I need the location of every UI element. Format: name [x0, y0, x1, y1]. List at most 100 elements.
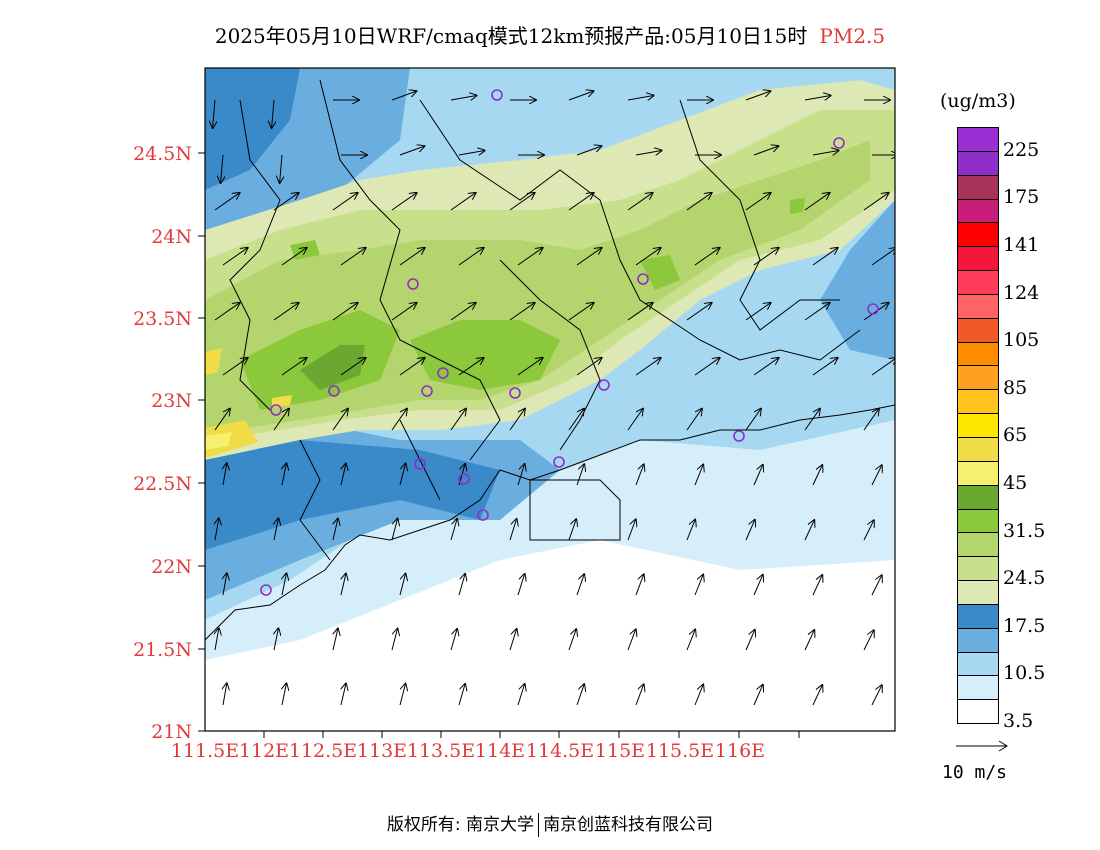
- station-marker: [491, 89, 503, 101]
- wind-arrow: [273, 303, 299, 321]
- wind-arrow: [686, 630, 695, 651]
- legend-label: 31.5: [1003, 519, 1046, 542]
- wind-arrow: [812, 465, 822, 486]
- wind-arrow: [450, 303, 476, 321]
- legend-label: 17.5: [1003, 614, 1046, 637]
- wind-arrow: [458, 574, 465, 596]
- wind-arrow: [804, 409, 820, 431]
- wind-arrow: [871, 575, 882, 596]
- lon-tick-label: 115E: [595, 740, 645, 762]
- lon-tick-label: 114.5E: [526, 740, 594, 762]
- wind-arrow: [391, 193, 417, 211]
- wind-arrow: [627, 409, 643, 431]
- lon-tick-label: 114E: [475, 740, 525, 762]
- wind-arrow: [568, 303, 594, 321]
- legend-swatch: [958, 437, 998, 462]
- wind-arrow: [458, 684, 465, 706]
- wind-arrow: [753, 248, 779, 266]
- wind-arrow: [694, 575, 703, 596]
- wind-arrow: [568, 629, 576, 651]
- wind-arrow: [871, 358, 895, 376]
- wind-arrow: [694, 248, 720, 266]
- wind-arrow: [871, 685, 882, 706]
- legend-swatch: [958, 342, 998, 367]
- wind-arrow: [812, 248, 838, 266]
- lon-tick-label: 115.5E: [646, 740, 714, 762]
- wind-arrow: [213, 99, 215, 128]
- wind-arrow: [627, 629, 636, 651]
- wind-arrow: [332, 409, 348, 431]
- wind-arrow: [215, 518, 219, 541]
- wind-arrow: [627, 96, 654, 101]
- wind-arrow: [341, 684, 346, 706]
- wind-arrow: [804, 193, 830, 211]
- legend-swatch: [958, 581, 998, 605]
- wind-arrow: [399, 574, 406, 596]
- wind-arrow: [745, 409, 761, 431]
- wind-arrow: [863, 409, 879, 431]
- legend-swatch: [958, 366, 998, 391]
- longitude-axis: 111.5E 112E 112.5E 113E 113.5E 114E 114.5E 115E…: [171, 731, 800, 762]
- wind-arrow: [509, 519, 517, 541]
- color-legend: [957, 127, 999, 724]
- wind-arrow: [576, 358, 602, 376]
- wind-arrow: [576, 146, 601, 156]
- station-marker: [867, 303, 879, 315]
- wind-arrow: [509, 629, 517, 651]
- legend-swatch: [958, 175, 998, 200]
- lon-tick-label: 113.5E: [407, 740, 475, 762]
- wind-arrow: [627, 519, 636, 541]
- lat-tick-label: 24N: [151, 226, 192, 248]
- legend-label: 3.5: [1003, 710, 1034, 732]
- station-marker: [407, 278, 419, 290]
- legend-swatch: [958, 604, 998, 629]
- wind-arrow: [753, 465, 763, 486]
- legend-swatch: [958, 652, 998, 677]
- legend-label: 45: [1003, 472, 1028, 494]
- wind-arrow: [517, 248, 543, 266]
- wind-arrow: [812, 358, 838, 376]
- wind-arrow: [635, 574, 644, 596]
- wind-arrow: [214, 303, 240, 321]
- legend-swatch: [958, 247, 998, 272]
- lat-tick-label: 22N: [151, 556, 192, 578]
- legend-label: 65: [1003, 424, 1028, 447]
- wind-arrow: [509, 409, 525, 431]
- wind-arrow: [274, 628, 278, 651]
- station-marker: [733, 430, 745, 442]
- wind-arrow: [804, 303, 830, 321]
- lon-tick-label: 112E: [239, 740, 289, 762]
- legend-swatch: [958, 390, 998, 415]
- wind-arrow: [282, 573, 286, 596]
- pollutant-name: PM2.5: [819, 24, 886, 48]
- station-marker: [414, 458, 426, 470]
- wind-arrow: [399, 684, 406, 706]
- station-marker: [270, 404, 282, 416]
- wind-arrow: [391, 303, 417, 321]
- wind-arrow: [753, 146, 778, 156]
- wind-arrow: [509, 193, 535, 211]
- wind-arrow: [214, 409, 230, 431]
- wind-arrow: [221, 154, 223, 183]
- wind-arrow: [686, 303, 712, 321]
- legend-swatch: [958, 700, 998, 724]
- wind-arrow: [223, 573, 227, 596]
- wind-arrow: [812, 575, 822, 596]
- lon-tick-label: 116E: [715, 740, 765, 762]
- wind-arrow: [804, 96, 831, 101]
- wind-arrow: [694, 685, 703, 706]
- wind-arrow: [568, 193, 594, 211]
- wind-arrow: [281, 248, 307, 266]
- legend-label: 24.5: [1003, 567, 1046, 590]
- wind-reference-arrow: [956, 740, 1008, 752]
- station-marker: [458, 473, 470, 485]
- wind-arrow: [450, 629, 457, 651]
- wind-arrow: [745, 630, 755, 651]
- wind-arrow: [273, 409, 289, 431]
- wind-arrow: [635, 358, 661, 376]
- lon-tick-label: 113E: [357, 740, 407, 762]
- lat-tick-label: 23.5N: [133, 308, 192, 330]
- wind-arrow: [635, 464, 644, 486]
- wind-arrow: [333, 629, 338, 651]
